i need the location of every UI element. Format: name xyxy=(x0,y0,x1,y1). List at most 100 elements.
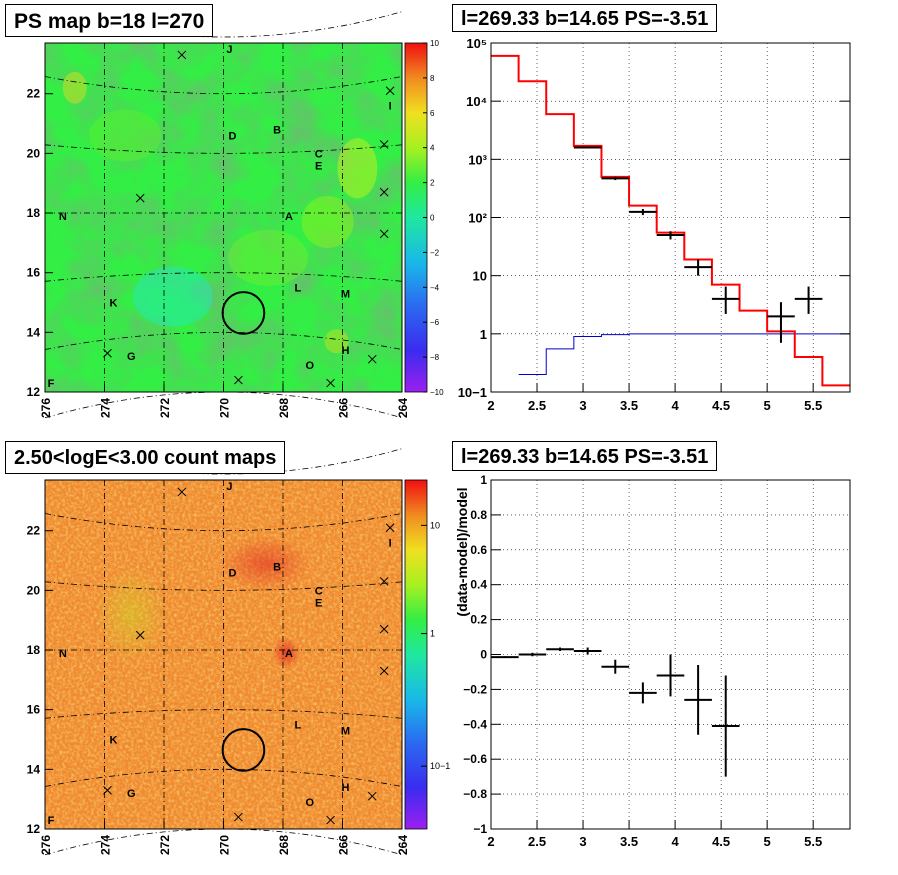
source-label: C xyxy=(315,148,323,160)
x-tick-label: 266 xyxy=(337,398,351,418)
source-label: J xyxy=(226,44,232,56)
y-tick-label: 12 xyxy=(27,822,41,836)
spectrum-title: l=269.33 b=14.65 PS=-3.51 xyxy=(452,4,718,32)
source-label: B xyxy=(273,125,281,137)
source-cross-marker xyxy=(135,193,145,203)
background-model-histogram xyxy=(518,333,850,375)
x-tick-label: 4.5 xyxy=(712,834,730,849)
source-cross-marker xyxy=(177,487,187,497)
y-tick-label: 10³ xyxy=(468,152,487,167)
y-tick-label: 0.6 xyxy=(470,543,487,557)
y-tick-label: 18 xyxy=(27,206,41,220)
y-tick-label: 10−1 xyxy=(458,385,487,400)
y-tick-label: 14 xyxy=(27,762,41,776)
y-tick-label: 10² xyxy=(468,211,487,226)
colorbar-tick-label: 10−1 xyxy=(430,761,450,771)
x-tick-label: 274 xyxy=(99,398,113,418)
x-tick-label: 266 xyxy=(337,835,351,855)
source-cross-marker xyxy=(367,354,377,364)
y-tick-label: 0.8 xyxy=(470,508,487,522)
source-cross-marker xyxy=(326,815,335,825)
x-tick-label: 270 xyxy=(218,835,232,855)
map-deficit-region xyxy=(132,266,213,327)
source-label: A xyxy=(285,211,293,223)
y-tick-label: 0.2 xyxy=(470,613,487,627)
source-cross-marker xyxy=(103,348,112,358)
x-tick-label: 5.5 xyxy=(804,834,822,849)
x-tick-label: 274 xyxy=(99,835,113,855)
x-tick-label: 272 xyxy=(158,835,172,855)
source-cross-marker xyxy=(367,791,377,801)
colorbar-tick-label: −10 xyxy=(430,388,444,397)
source-label: A xyxy=(285,648,293,660)
source-label: D xyxy=(228,130,236,142)
source-label: G xyxy=(127,788,136,800)
source-label: G xyxy=(127,351,136,363)
y-axis-label: (data-model)/model xyxy=(454,487,470,616)
source-cross-marker xyxy=(379,577,389,586)
x-tick-label: 3 xyxy=(579,398,586,413)
x-tick-label: 3 xyxy=(579,834,586,849)
map-hotspot xyxy=(95,566,168,663)
map-grid-line xyxy=(44,391,403,419)
source-label: C xyxy=(315,585,323,597)
y-tick-label: 10 xyxy=(473,269,487,284)
colorbar-tick-label: 4 xyxy=(430,144,435,153)
source-label: J xyxy=(226,481,232,493)
x-tick-label: 268 xyxy=(277,398,291,418)
x-tick-label: 2 xyxy=(487,834,494,849)
map-excess-region xyxy=(62,71,87,104)
source-cross-marker xyxy=(234,375,243,385)
source-label: B xyxy=(273,562,281,574)
map-hotspot xyxy=(271,637,300,670)
y-tick-label: 12 xyxy=(27,385,41,399)
colorbar-tick-label: 10 xyxy=(430,39,439,48)
map-excess-region xyxy=(337,138,378,199)
spectrum-panel: 2 2.5 3 3.5 4 4.5 5 5.5 10−1 1 10 10² 10³ 10⁴ 10⁵ xyxy=(458,36,851,413)
source-cross-marker xyxy=(103,785,112,795)
x-tick-label: 268 xyxy=(277,835,291,855)
map-excess-region xyxy=(301,195,354,248)
source-cross-marker xyxy=(379,624,389,634)
source-label: F xyxy=(48,378,55,390)
x-tick-label: 3.5 xyxy=(620,398,638,413)
source-label: N xyxy=(59,648,67,660)
source-cross-marker xyxy=(379,187,389,197)
source-label: H xyxy=(341,782,349,794)
plot-area xyxy=(491,43,850,392)
x-tick-label: 4 xyxy=(671,398,679,413)
colorbar-tick-label: 1 xyxy=(430,629,435,639)
source-label: N xyxy=(59,211,67,223)
candidate-circle xyxy=(221,291,266,335)
y-tick-label: 22 xyxy=(27,524,41,538)
y-tick-label: 10⁵ xyxy=(466,36,487,51)
colorbar-tick-label: −8 xyxy=(430,353,440,362)
y-tick-label: 0.4 xyxy=(470,578,487,592)
x-tick-label: 5.5 xyxy=(804,398,822,413)
y-tick-label: 1 xyxy=(480,473,487,487)
source-cross-marker xyxy=(234,812,243,822)
x-tick-label: 272 xyxy=(158,398,172,418)
source-label: M xyxy=(341,726,350,738)
x-tick-label: 276 xyxy=(39,398,53,418)
source-label: F xyxy=(48,815,55,827)
residual-title: l=269.33 b=14.65 PS=-3.51 xyxy=(452,441,718,471)
colorbar-tick-label: 10 xyxy=(430,520,440,530)
map-hotspot xyxy=(219,535,312,592)
source-cross-marker xyxy=(326,378,335,388)
x-tick-label: 2.5 xyxy=(528,834,546,849)
source-label: D xyxy=(228,567,236,579)
source-cross-marker xyxy=(379,229,389,239)
source-label: E xyxy=(315,160,322,172)
source-cross-marker xyxy=(177,50,187,60)
source-cross-marker xyxy=(379,666,389,676)
source-label: K xyxy=(109,735,117,747)
candidate-circle xyxy=(221,728,266,772)
x-tick-label: 4.5 xyxy=(712,398,730,413)
map-grid-line xyxy=(44,709,403,719)
x-tick-label: 264 xyxy=(396,398,410,418)
colorbar-tick-label: −4 xyxy=(430,283,440,292)
source-label: E xyxy=(315,597,322,609)
source-label: I xyxy=(389,538,392,550)
